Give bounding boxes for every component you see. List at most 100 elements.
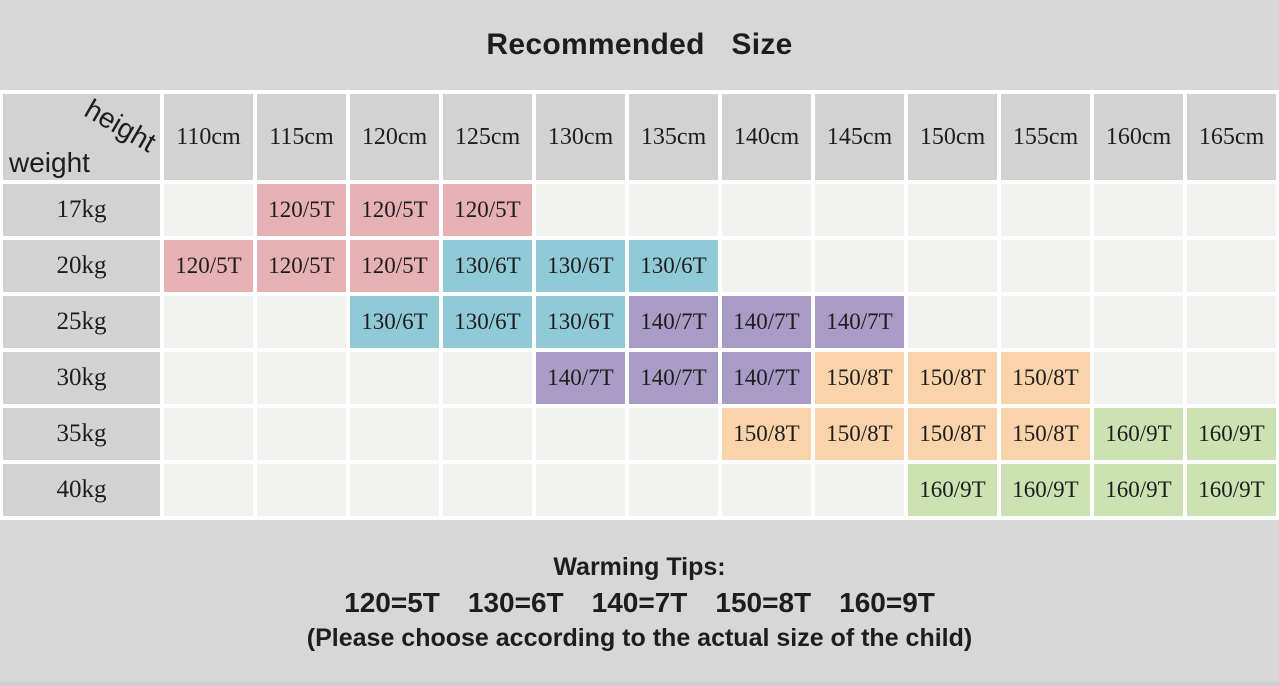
size-cell: 150/8T	[1001, 408, 1090, 460]
height-header: 145cm	[815, 94, 904, 180]
size-cell: 140/7T	[629, 296, 718, 348]
weight-row-label: 20kg	[3, 240, 160, 292]
size-mapping: 130=6T	[467, 587, 564, 618]
size-cell: 150/8T	[722, 408, 811, 460]
height-header: 135cm	[629, 94, 718, 180]
corner-header-cell: height weight	[3, 93, 161, 180]
weight-row-label: 17kg	[3, 184, 160, 236]
empty-cell	[1094, 240, 1183, 292]
size-cell: 160/9T	[1094, 464, 1183, 516]
size-mapping: 160=9T	[839, 587, 935, 618]
size-cell: 130/6T	[536, 240, 625, 292]
size-cell: 120/5T	[164, 240, 253, 292]
size-cell: 140/7T	[536, 352, 625, 404]
size-cell: 160/9T	[908, 464, 997, 516]
tips-note: (Please choose according to the actual s…	[306, 624, 973, 652]
height-header: 140cm	[722, 94, 811, 180]
title-band: Recommended Size	[0, 0, 1279, 90]
empty-cell	[908, 240, 997, 292]
size-cell: 120/5T	[257, 240, 346, 292]
size-cell: 120/5T	[350, 240, 439, 292]
empty-cell	[1187, 352, 1276, 404]
empty-cell	[257, 352, 346, 404]
empty-cell	[908, 296, 997, 348]
empty-cell	[1001, 184, 1090, 236]
size-cell: 140/7T	[815, 296, 904, 348]
height-axis-label: height	[79, 93, 161, 159]
size-cell: 130/6T	[443, 296, 532, 348]
height-header: 165cm	[1187, 94, 1276, 180]
empty-cell	[443, 352, 532, 404]
size-cell: 130/6T	[443, 240, 532, 292]
size-mapping: 120=5T	[344, 587, 440, 618]
height-header: 130cm	[536, 94, 625, 180]
empty-cell	[629, 408, 718, 460]
empty-cell	[1094, 296, 1183, 348]
empty-cell	[1187, 240, 1276, 292]
size-cell: 150/8T	[1001, 352, 1090, 404]
empty-cell	[164, 408, 253, 460]
height-header: 155cm	[1001, 94, 1090, 180]
empty-cell	[164, 464, 253, 516]
empty-cell	[815, 240, 904, 292]
size-cell: 160/9T	[1001, 464, 1090, 516]
empty-cell	[443, 464, 532, 516]
size-cell: 150/8T	[908, 408, 997, 460]
size-cell: 150/8T	[815, 408, 904, 460]
height-header: 115cm	[257, 94, 346, 180]
size-table: height weight 110cm 115cm 120cm 125cm 130cm 1…	[0, 90, 1279, 520]
weight-row-label: 25kg	[3, 296, 160, 348]
weight-row-label: 40kg	[3, 464, 160, 516]
empty-cell	[1187, 296, 1276, 348]
empty-cell	[164, 352, 253, 404]
size-mapping-line: 120=5T 130=6T 140=7T 150=8T 160=9T	[344, 587, 935, 619]
bottom-edge-strip	[0, 682, 1279, 686]
size-cell: 150/8T	[908, 352, 997, 404]
size-cell: 130/6T	[350, 296, 439, 348]
size-cell: 160/9T	[1094, 408, 1183, 460]
size-cell: 140/7T	[722, 352, 811, 404]
empty-cell	[536, 184, 625, 236]
empty-cell	[164, 184, 253, 236]
empty-cell	[722, 240, 811, 292]
height-header: 150cm	[908, 94, 997, 180]
size-cell: 160/9T	[1187, 464, 1276, 516]
size-mapping: 140=7T	[591, 587, 688, 618]
empty-cell	[722, 184, 811, 236]
empty-cell	[1187, 184, 1276, 236]
size-cell: 120/5T	[257, 184, 346, 236]
size-cell: 140/7T	[722, 296, 811, 348]
empty-cell	[722, 464, 811, 516]
size-cell: 150/8T	[815, 352, 904, 404]
empty-cell	[350, 408, 439, 460]
empty-cell	[1094, 184, 1183, 236]
empty-cell	[1094, 352, 1183, 404]
empty-cell	[257, 408, 346, 460]
height-header: 125cm	[443, 94, 532, 180]
size-cell: 120/5T	[443, 184, 532, 236]
empty-cell	[1001, 240, 1090, 292]
empty-cell	[350, 352, 439, 404]
tips-band: Warming Tips: 120=5T 130=6T 140=7T 150=8…	[0, 520, 1279, 686]
height-header: 120cm	[350, 94, 439, 180]
size-mapping: 150=8T	[715, 587, 812, 618]
empty-cell	[164, 296, 253, 348]
empty-cell	[629, 184, 718, 236]
size-cell: 130/6T	[536, 296, 625, 348]
empty-cell	[908, 184, 997, 236]
size-cell: 120/5T	[350, 184, 439, 236]
size-cell: 160/9T	[1187, 408, 1276, 460]
empty-cell	[629, 464, 718, 516]
weight-row-label: 35kg	[3, 408, 160, 460]
height-header: 110cm	[164, 94, 253, 180]
page-title: Recommended Size	[486, 28, 793, 61]
empty-cell	[815, 184, 904, 236]
weight-row-label: 30kg	[3, 352, 160, 404]
weight-axis-label: weight	[9, 147, 90, 178]
empty-cell	[536, 408, 625, 460]
empty-cell	[815, 464, 904, 516]
tips-heading: Warming Tips:	[553, 553, 726, 581]
height-header: 160cm	[1094, 94, 1183, 180]
empty-cell	[536, 464, 625, 516]
empty-cell	[257, 464, 346, 516]
